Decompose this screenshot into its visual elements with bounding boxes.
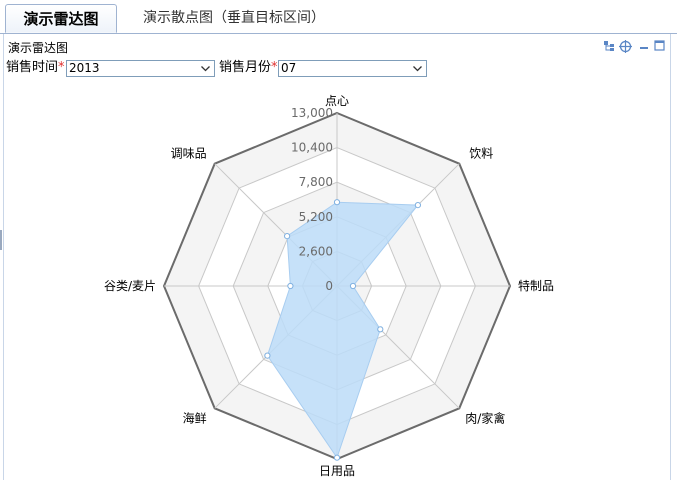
axis-label: 谷类/麦片 bbox=[104, 279, 156, 293]
axis-label: 海鲜 bbox=[183, 410, 207, 425]
sales-year-value: 2013 bbox=[69, 61, 100, 75]
tick-label: 10,400 bbox=[291, 141, 333, 155]
tick-label: 2,600 bbox=[299, 244, 333, 258]
tab-divider bbox=[0, 33, 677, 34]
chevron-down-icon[interactable] bbox=[200, 62, 211, 75]
collapse-handle[interactable] bbox=[0, 230, 2, 250]
data-point bbox=[284, 233, 291, 240]
data-point bbox=[264, 352, 271, 359]
panel-title: 演示雷达图 bbox=[8, 41, 69, 55]
data-point bbox=[414, 202, 421, 209]
sales-year-select[interactable]: 2013 bbox=[66, 60, 215, 77]
tick-label: 13,000 bbox=[291, 106, 333, 120]
target-icon[interactable] bbox=[619, 40, 632, 53]
data-point bbox=[349, 282, 357, 290]
axis-label: 日用品 bbox=[319, 464, 355, 478]
data-point bbox=[287, 282, 294, 290]
tab-radar-chart[interactable]: 演示雷达图 bbox=[5, 4, 117, 33]
sales-month-select[interactable]: 07 bbox=[278, 60, 427, 77]
axis-label: 饮料 bbox=[469, 147, 493, 161]
minimize-icon[interactable] bbox=[638, 40, 650, 52]
axis-label: 调味品 bbox=[171, 147, 207, 161]
sales-month-value: 07 bbox=[281, 61, 297, 75]
tick-label: 7,800 bbox=[299, 175, 333, 189]
tick-label: 5,200 bbox=[299, 210, 333, 224]
tab-scatter-chart[interactable]: 演示散点图（垂直目标区间） bbox=[143, 10, 325, 26]
data-point bbox=[333, 454, 341, 461]
tick-label: 0 bbox=[325, 279, 333, 293]
axis-label: 特制品 bbox=[518, 278, 554, 293]
data-point bbox=[333, 199, 341, 206]
sales-year-label: 销售时间* bbox=[6, 60, 65, 75]
maximize-icon[interactable] bbox=[653, 40, 665, 52]
data-point bbox=[377, 326, 384, 333]
chevron-down-icon[interactable] bbox=[412, 62, 423, 75]
sales-month-label: 销售月份* bbox=[219, 60, 278, 75]
tree-icon[interactable] bbox=[603, 40, 615, 52]
axis-label: 点心 bbox=[325, 94, 349, 108]
axis-label: 肉/家禽 bbox=[465, 410, 505, 425]
